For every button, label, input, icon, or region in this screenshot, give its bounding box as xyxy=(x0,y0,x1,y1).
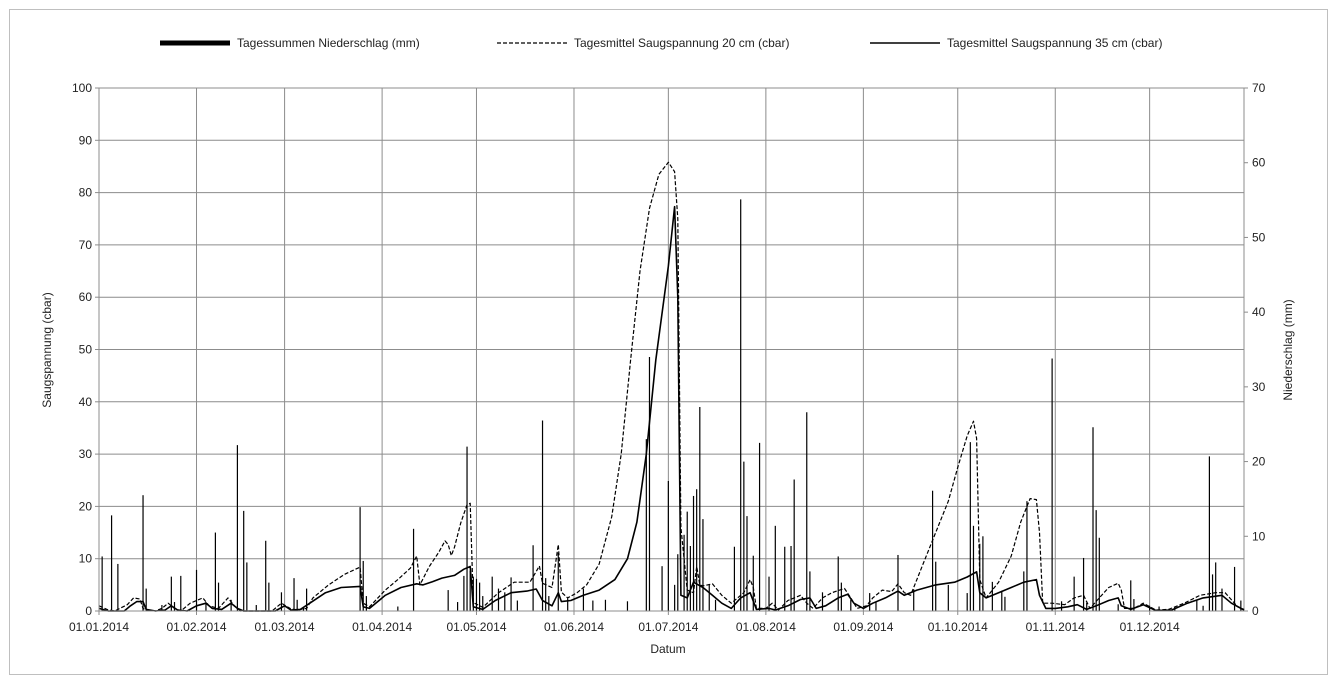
x-tick-label: 01.12.2014 xyxy=(1120,620,1180,634)
x-tick-label: 01.11.2014 xyxy=(1026,620,1085,634)
x-tick-label: 01.05.2014 xyxy=(446,620,506,634)
x-tick-label: 01.03.2014 xyxy=(255,620,315,634)
y-axis-title: Saugspannung (cbar) xyxy=(40,292,54,407)
y-tick-label: 40 xyxy=(79,395,93,409)
y2-tick-label: 40 xyxy=(1252,305,1266,319)
y2-tick-label: 0 xyxy=(1252,604,1259,618)
precipitation-bars xyxy=(101,199,1242,611)
y-tick-label: 80 xyxy=(79,186,93,200)
legend: Tagessummen Niederschlag (mm) Tagesmittel… xyxy=(160,36,1162,50)
y2-tick-label: 60 xyxy=(1252,156,1266,170)
y-tick-label: 60 xyxy=(79,290,93,304)
x-tick-label: 01.06.2014 xyxy=(544,620,604,634)
suction-lines xyxy=(98,161,1245,612)
y-tick-label: 20 xyxy=(79,499,93,513)
y-tick-label: 50 xyxy=(79,343,93,357)
y2-axis-title: Niederschlag (mm) xyxy=(1281,299,1295,400)
x-tick-label: 01.07.2014 xyxy=(638,620,698,634)
y-tick-label: 100 xyxy=(72,81,92,95)
x-tick-label: 01.09.2014 xyxy=(833,620,893,634)
legend-label: Tagessummen Niederschlag (mm) xyxy=(237,36,420,50)
y2-tick-label: 70 xyxy=(1252,81,1266,95)
y2-tick-label: 50 xyxy=(1252,230,1266,244)
x-tick-label: 01.08.2014 xyxy=(736,620,796,634)
x-axis-title: Datum xyxy=(650,642,685,656)
y2-tick-label: 10 xyxy=(1252,529,1266,543)
suction-35cm-line xyxy=(98,205,1245,612)
y-tick-label: 90 xyxy=(79,133,93,147)
y-tick-label: 30 xyxy=(79,447,93,461)
x-tick-label: 01.04.2014 xyxy=(352,620,412,634)
y-tick-label: 70 xyxy=(79,238,93,252)
y2-tick-label: 30 xyxy=(1252,380,1266,394)
x-tick-label: 01.10.2014 xyxy=(928,620,988,634)
legend-label: Tagesmittel Saugspannung 20 cm (cbar) xyxy=(574,36,789,50)
y-tick-label: 10 xyxy=(79,552,93,566)
axes: 0 10 20 30 40 50 60 70 80 90 100 0 10 20 30 40 50 60 70 01.… xyxy=(69,81,1266,634)
x-tick-label: 01.01.2014 xyxy=(69,620,129,634)
legend-label: Tagesmittel Saugspannung 35 cm (cbar) xyxy=(947,36,1162,50)
x-tick-label: 01.02.2014 xyxy=(166,620,226,634)
y2-tick-label: 20 xyxy=(1252,455,1266,469)
y-tick-label: 0 xyxy=(85,604,92,618)
